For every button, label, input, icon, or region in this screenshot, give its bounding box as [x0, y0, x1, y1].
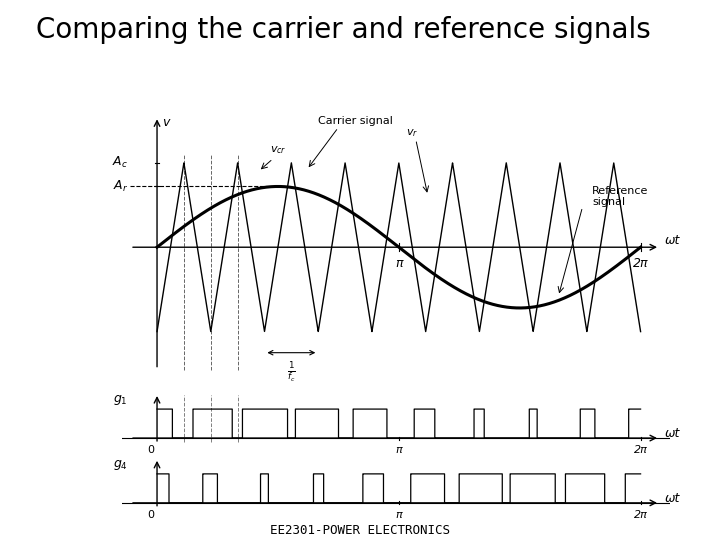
Text: $A_c$: $A_c$ — [112, 156, 127, 171]
Text: 2π: 2π — [634, 446, 647, 455]
Text: 2π: 2π — [633, 258, 648, 271]
Text: $v_{cr}$: $v_{cr}$ — [270, 144, 286, 156]
Text: $v_r$: $v_r$ — [406, 127, 418, 139]
Text: $g_4$: $g_4$ — [113, 458, 127, 472]
Text: EE2301-POWER ELECTRONICS: EE2301-POWER ELECTRONICS — [270, 524, 450, 537]
Text: Reference
signal: Reference signal — [593, 186, 649, 207]
Text: π: π — [395, 258, 402, 271]
Text: ωt: ωt — [665, 234, 680, 247]
Text: Comparing the carrier and reference signals: Comparing the carrier and reference sign… — [36, 16, 651, 44]
Text: π: π — [395, 510, 402, 520]
Text: v: v — [162, 117, 169, 130]
Text: 0: 0 — [148, 510, 154, 520]
Text: $\frac{1}{f_c}$: $\frac{1}{f_c}$ — [287, 361, 296, 385]
Text: $g_1$: $g_1$ — [113, 394, 127, 407]
Text: Carrier signal: Carrier signal — [318, 117, 392, 126]
Text: π: π — [395, 446, 402, 455]
Text: 2π: 2π — [634, 510, 647, 520]
Text: 0: 0 — [148, 446, 154, 455]
Text: $A_r$: $A_r$ — [112, 179, 127, 194]
Text: ωt: ωt — [665, 427, 680, 440]
Text: ωt: ωt — [665, 492, 680, 505]
